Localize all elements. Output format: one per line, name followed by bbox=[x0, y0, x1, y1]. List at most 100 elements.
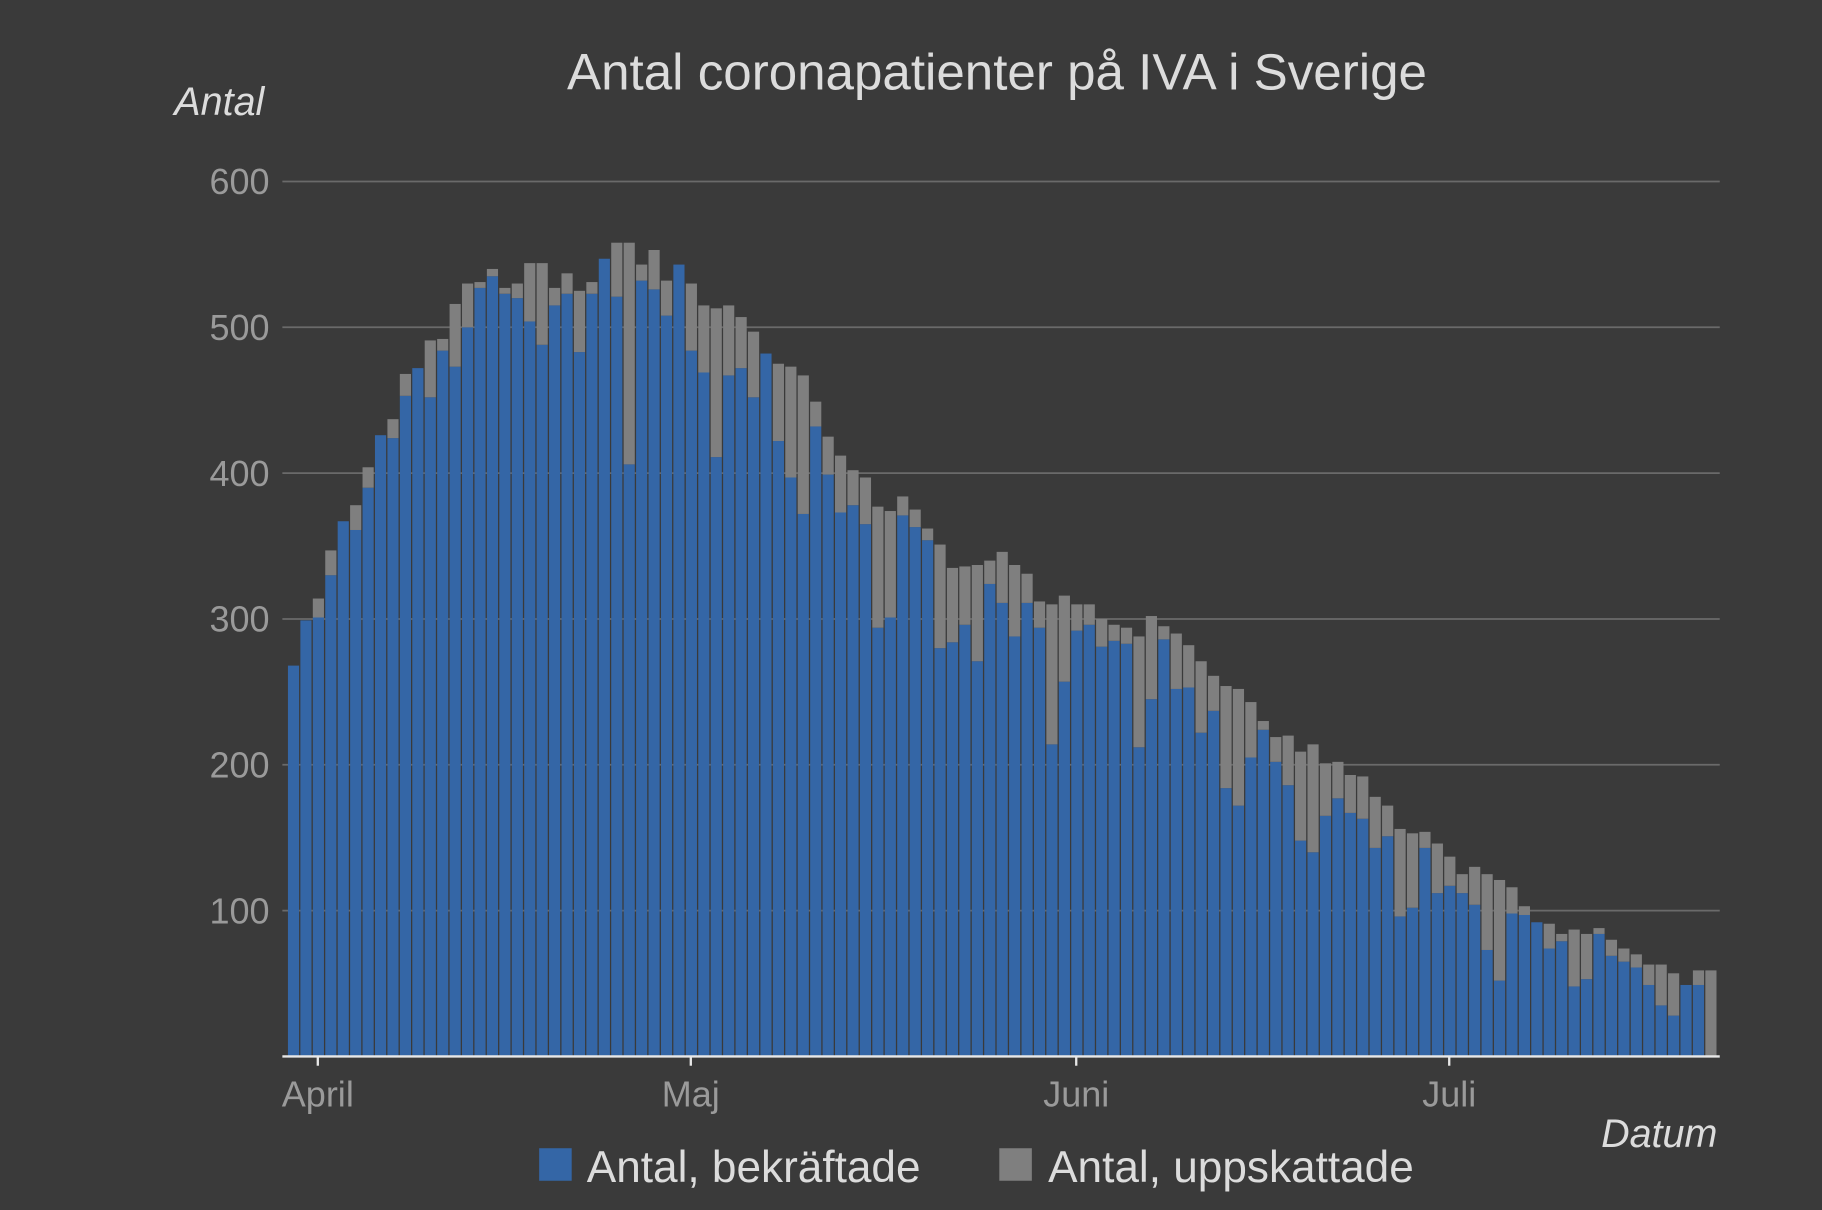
bar-confirmed bbox=[1046, 744, 1058, 1057]
bar-confirmed bbox=[772, 441, 784, 1057]
bar-estimated bbox=[1282, 735, 1294, 786]
bar-estimated bbox=[1096, 618, 1108, 647]
bar-confirmed bbox=[872, 627, 884, 1057]
bar-confirmed bbox=[984, 583, 996, 1057]
bar-estimated bbox=[424, 340, 436, 398]
bar-estimated bbox=[1058, 595, 1070, 682]
bar-confirmed bbox=[287, 665, 300, 1057]
bar-confirmed bbox=[499, 293, 511, 1057]
bar-estimated bbox=[909, 509, 921, 528]
bar-estimated bbox=[1220, 686, 1232, 789]
bar-estimated bbox=[1307, 744, 1319, 853]
bar-confirmed bbox=[946, 642, 959, 1057]
bar-estimated bbox=[922, 528, 934, 541]
bar-estimated bbox=[1469, 866, 1481, 905]
bar-confirmed bbox=[1382, 836, 1394, 1057]
bar-estimated bbox=[1394, 828, 1406, 917]
bar-estimated bbox=[1419, 831, 1431, 848]
bar-estimated bbox=[1630, 954, 1642, 968]
legend-label-estimated: Antal, uppskattade bbox=[1048, 1143, 1414, 1192]
bar-confirmed bbox=[1692, 984, 1705, 1057]
bar-confirmed bbox=[437, 350, 449, 1057]
bar-estimated bbox=[1705, 970, 1717, 1057]
bar-estimated bbox=[1232, 688, 1245, 806]
bar-confirmed bbox=[1618, 961, 1630, 1057]
y-tick-label: 400 bbox=[209, 453, 269, 494]
bar-estimated bbox=[573, 290, 586, 353]
bar-confirmed bbox=[1009, 636, 1021, 1057]
bar-estimated bbox=[536, 263, 548, 345]
x-tick-label: Maj bbox=[662, 1073, 720, 1114]
bar-estimated bbox=[822, 436, 834, 475]
bar-confirmed bbox=[847, 505, 859, 1057]
bar-estimated bbox=[1332, 761, 1344, 799]
bar-confirmed bbox=[1332, 798, 1344, 1057]
bar-confirmed bbox=[598, 258, 610, 1057]
bar-confirmed bbox=[822, 474, 834, 1057]
bar-confirmed bbox=[1270, 761, 1282, 1057]
bar-estimated bbox=[1183, 645, 1195, 688]
bar-confirmed bbox=[1096, 646, 1108, 1057]
bar-estimated bbox=[1145, 616, 1157, 700]
bar-estimated bbox=[387, 419, 399, 439]
bar-estimated bbox=[1009, 564, 1021, 637]
bar-estimated bbox=[946, 567, 959, 643]
bar-estimated bbox=[971, 564, 983, 662]
bar-estimated bbox=[772, 363, 784, 442]
bar-estimated bbox=[723, 305, 735, 376]
bar-confirmed bbox=[810, 426, 822, 1057]
bar-confirmed bbox=[859, 524, 872, 1057]
bar-confirmed bbox=[1668, 1015, 1680, 1057]
bar-estimated bbox=[1643, 964, 1655, 985]
bar-estimated bbox=[1021, 573, 1033, 603]
bar-estimated bbox=[1406, 833, 1419, 908]
bar-confirmed bbox=[835, 512, 847, 1057]
bar-estimated bbox=[462, 283, 474, 328]
bar-confirmed bbox=[897, 515, 909, 1057]
bar-confirmed bbox=[673, 264, 685, 1057]
bar-estimated bbox=[996, 551, 1008, 603]
bar-confirmed bbox=[536, 344, 548, 1057]
bar-confirmed bbox=[1605, 955, 1618, 1057]
bar-estimated bbox=[524, 263, 536, 322]
bar-estimated bbox=[549, 287, 561, 306]
bar-confirmed bbox=[1058, 681, 1070, 1057]
bar-estimated bbox=[499, 287, 511, 294]
y-tick-label: 300 bbox=[209, 599, 269, 640]
bar-confirmed bbox=[710, 457, 722, 1057]
bar-confirmed bbox=[698, 372, 710, 1057]
bar-estimated bbox=[1481, 874, 1493, 950]
bar-estimated bbox=[1033, 601, 1046, 628]
bar-estimated bbox=[1195, 661, 1207, 733]
bar-confirmed bbox=[337, 521, 349, 1057]
bar-estimated bbox=[648, 249, 660, 290]
bar-estimated bbox=[1493, 879, 1506, 981]
y-tick-label: 500 bbox=[209, 307, 269, 348]
bar-confirmed bbox=[325, 575, 337, 1057]
bar-estimated bbox=[474, 282, 486, 288]
bar-estimated bbox=[1257, 721, 1269, 730]
bar-confirmed bbox=[1232, 805, 1245, 1057]
bar-estimated bbox=[1568, 929, 1580, 987]
bar-confirmed bbox=[648, 289, 660, 1057]
bar-estimated bbox=[934, 544, 946, 649]
bar-confirmed bbox=[374, 435, 387, 1057]
bar-confirmed bbox=[1170, 688, 1182, 1057]
bar-estimated bbox=[1655, 964, 1667, 1006]
bar-confirmed bbox=[462, 327, 474, 1057]
bar-confirmed bbox=[474, 287, 486, 1057]
bar-confirmed bbox=[1456, 893, 1468, 1057]
bar-confirmed bbox=[1655, 1005, 1667, 1057]
bar-estimated bbox=[859, 477, 872, 525]
bar-estimated bbox=[1083, 604, 1095, 625]
bar-estimated bbox=[872, 506, 884, 628]
bar-confirmed bbox=[1319, 815, 1332, 1057]
bar-confirmed bbox=[1145, 699, 1157, 1057]
bar-confirmed bbox=[1680, 984, 1692, 1057]
bar-estimated bbox=[660, 280, 673, 316]
bar-confirmed bbox=[1195, 732, 1207, 1057]
bar-estimated bbox=[437, 338, 449, 351]
bar-confirmed bbox=[623, 464, 635, 1057]
bar-confirmed bbox=[1357, 818, 1369, 1057]
bar-confirmed bbox=[1208, 710, 1220, 1057]
